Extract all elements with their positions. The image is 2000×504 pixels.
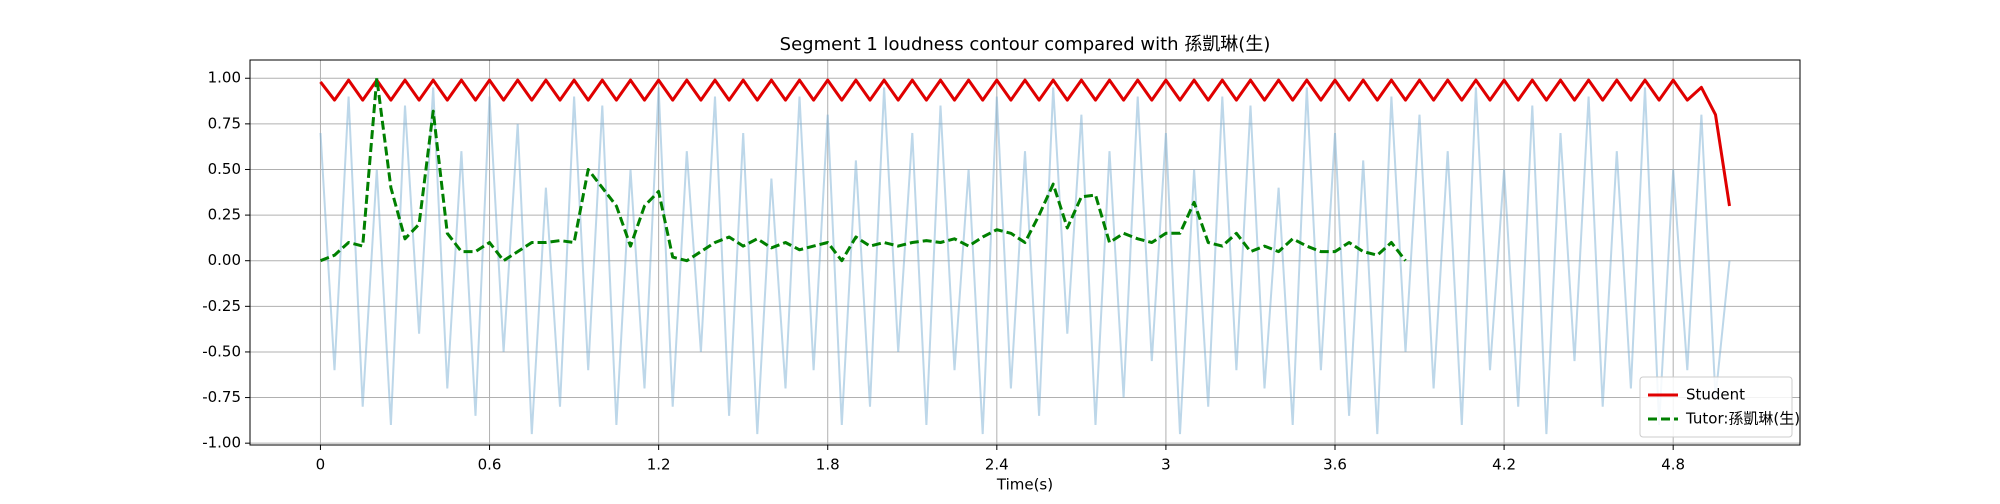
x-tick-label: 4.2 bbox=[1492, 456, 1516, 474]
y-tick-label: 0.00 bbox=[208, 251, 241, 269]
legend-label: Student bbox=[1686, 386, 1745, 404]
x-tick-label: 0 bbox=[316, 456, 326, 474]
legend-label: Tutor:孫凱琳(生) bbox=[1685, 410, 1800, 428]
y-tick-label: 0.50 bbox=[208, 160, 241, 178]
x-tick-label: 0.6 bbox=[478, 456, 502, 474]
x-tick-label: 1.2 bbox=[647, 456, 671, 474]
y-tick-label: 0.25 bbox=[208, 206, 241, 224]
x-tick-label: 3 bbox=[1161, 456, 1171, 474]
y-tick-label: -0.50 bbox=[202, 342, 241, 360]
y-tick-label: -1.00 bbox=[202, 434, 241, 452]
plot-frame bbox=[249, 59, 1801, 446]
x-tick-label: 3.6 bbox=[1323, 456, 1347, 474]
x-axis-label: Time(s) bbox=[996, 476, 1053, 494]
y-tick-label: 0.75 bbox=[208, 114, 241, 132]
waveform bbox=[319, 87, 1731, 435]
series-line bbox=[319, 78, 1731, 207]
y-tick-label: 1.00 bbox=[208, 69, 241, 87]
y-tick-label: -0.25 bbox=[202, 297, 241, 315]
y-tick-label: -0.75 bbox=[202, 388, 241, 406]
series-line bbox=[319, 76, 1407, 263]
chart-title: Segment 1 loudness contour compared with… bbox=[780, 34, 1271, 55]
x-tick-label: 4.8 bbox=[1661, 456, 1685, 474]
x-tick-label: 1.8 bbox=[816, 456, 840, 474]
x-tick-label: 2.4 bbox=[985, 456, 1009, 474]
legend-box bbox=[1639, 376, 1793, 438]
